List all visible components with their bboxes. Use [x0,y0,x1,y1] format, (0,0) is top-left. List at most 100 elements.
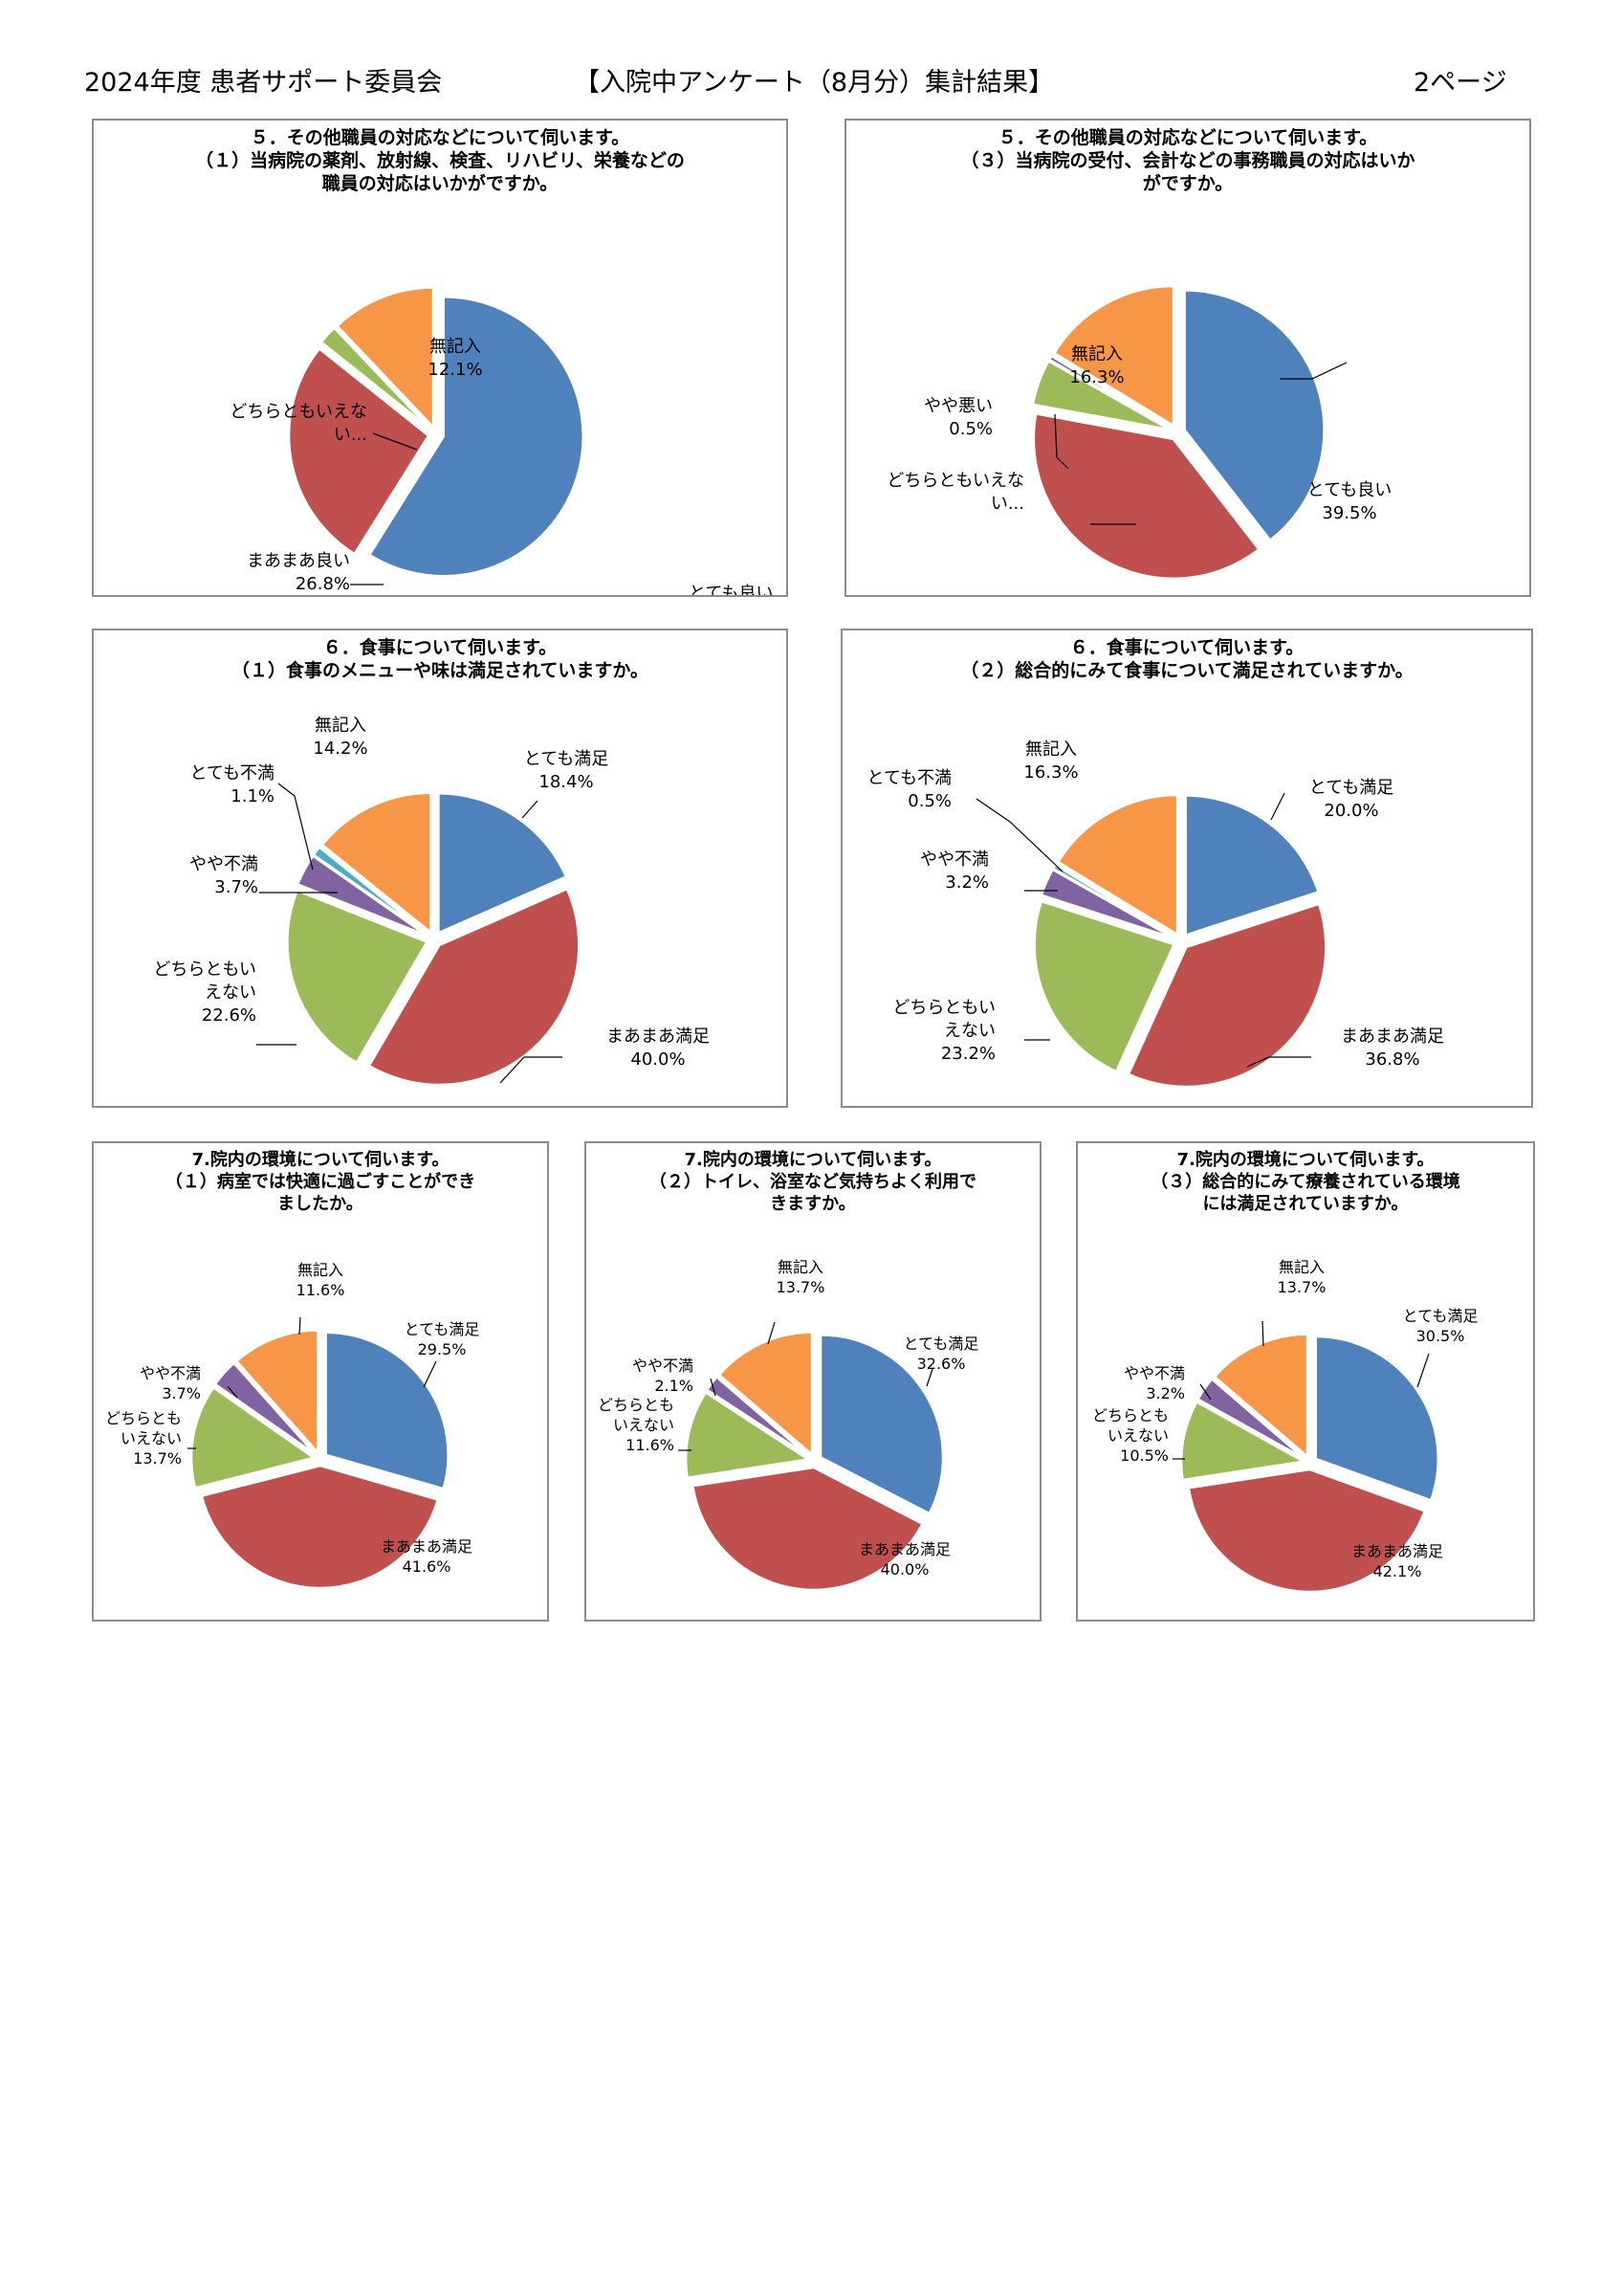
pie-slice [691,1466,925,1592]
slice-label: とても満足 30.5% [1403,1307,1479,1345]
chart-title-line: （１）病室では快適に過ごすことができ [165,1171,475,1192]
chart-title-line: （２）総合的にみて食事について満足されていますか。 [960,659,1413,681]
slice-label: とても不満 0.5% [866,768,952,811]
pie-slice [367,295,584,578]
pie-slice [1033,899,1176,1073]
slice-label: やや不満 3.7% [140,1364,201,1402]
slice-label: やや悪い 0.5% [924,396,993,439]
slice-label: まあまあ満足 40.0% [859,1540,951,1578]
pie-slice [312,845,429,937]
slice-label: どちらともいえない 13.7% [105,1409,182,1468]
pie-slice [287,346,430,556]
slice-label: どちらともいえない 23.2% [892,998,996,1064]
pie-chart-3: ６．食事について伺います。（１）食事のメニューや味は満足されていますか。とても満… [153,636,710,1087]
slice-label: とても満足 20.0% [1309,778,1394,821]
pie-slice [189,1385,318,1490]
leader-line [1199,1383,1212,1401]
pie-slice [1213,1333,1309,1460]
chart-title-line: （１）食事のメニューや味は満足されていますか。 [231,659,648,681]
pie-slice [213,1361,317,1456]
chart-panel-3: ６．食事について伺います。 （１）食事のメニューや味は満足されていますか。とても満… [92,629,788,1108]
slice-label: まあまあ満足 36.8% [1341,1027,1444,1070]
pie-chart-4: ６．食事について伺います。（２）総合的にみて食事について満足されていますか。とて… [866,636,1444,1089]
chart-title-line: 7.院内の環境について伺います。 [1176,1149,1434,1170]
pie-slice [320,791,432,936]
slice-label: やや不満 3.2% [1124,1364,1185,1402]
chart-panel-2: ５．その他職員の対応などについて伺います。 （３）当病院の受付、会計などの事務職員… [844,119,1531,597]
leader-line [298,1316,301,1336]
pie-slice [1314,1335,1440,1502]
chart-title-line: （３）当病院の受付、会計などの事務職員の対応はいか [960,149,1415,171]
chart-title-line: ６．食事について伺います。 [1070,636,1305,658]
leader-line [1054,413,1069,470]
pie-slice [819,1334,945,1515]
chart-title-line: （２）トイレ、浴室など気持ちよく利用で [649,1171,976,1192]
chart-title-line: ５．その他職員の対応などについて伺います。 [251,126,630,148]
slice-label: 無記入 16.3% [1069,344,1124,387]
pie-slice [200,1464,440,1590]
slice-label: 無記入 16.3% [1023,740,1078,783]
pie-chart-7: 7.院内の環境について伺います。（３）総合的にみて療養されている環境には満足され… [1092,1149,1479,1594]
slice-label: やや不満 3.2% [920,850,989,893]
pie-slice [1127,902,1327,1089]
leader-line [1270,792,1285,821]
pie-chart-5: 7.院内の環境について伺います。（１）病室では快適に過ごすことができましたか。と… [105,1149,479,1590]
pie-slice [1047,354,1172,430]
chart-panel-4: ６．食事について伺います。 （２）総合的にみて食事について満足されていますか。とて… [841,629,1533,1108]
pie-slice [1179,1400,1307,1482]
leader-line [372,432,418,451]
chart-title-line: （１）当病院の薬剤、放射線、検査、リハビリ、栄養などの [195,149,685,171]
slice-label: 無記入 14.2% [313,716,367,759]
slice-label: まあまあ満足 40.0% [606,1027,710,1070]
pie-slice [717,1331,814,1458]
pie-slice [1056,793,1179,938]
slice-label: とても良い58.9% [689,584,774,595]
leader-line [227,1385,238,1399]
slice-label: どちらともいえない 10.5% [1092,1406,1169,1465]
pie-chart-6: 7.院内の環境について伺います。（２）トイレ、浴室など気持ちよく利用できますか。… [598,1149,978,1592]
chart-panel-6: 7.院内の環境について伺います。 （２）トイレ、浴室など気持ちよく利用で きますか。… [584,1141,1042,1622]
leader-line [1416,1353,1430,1388]
leader-line [499,1056,562,1084]
slice-label: どちらともいえない... [887,471,1024,514]
pie-slice [367,887,581,1087]
chart-title-line: ましたか。 [277,1194,363,1214]
report-committee-title: 2024年度 患者サポート委員会 [84,68,443,98]
pie-chart-1: ５．その他職員の対応などについて伺います。（１）当病院の薬剤、放射線、検査、リハ… [195,126,774,595]
chart-panel-5: 7.院内の環境について伺います。 （１）病室では快適に過ごすことができ ましたか。と… [92,1141,549,1622]
slice-label: 無記入 13.7% [777,1258,825,1296]
chart-title-line: 7.院内の環境について伺います。 [684,1149,941,1170]
leader-line [521,800,538,819]
chart-title-line: には満足されていますか。 [1202,1193,1408,1214]
leader-line [976,798,1064,872]
chart-title-line: ６．食事について伺います。 [323,636,558,658]
chart-title-line: がですか。 [1143,172,1234,194]
chart-title-line: 7.院内の環境について伺います。 [191,1149,449,1170]
slice-label: 無記入 11.6% [296,1261,345,1299]
report-title: 【入院中アンケート（8月分）集計結果】 [574,68,1055,98]
slice-label: まあまあ良い 26.8% [247,551,350,594]
slice-label: とても満足 18.4% [524,749,609,792]
slice-label: とても不満 1.1% [189,763,274,806]
slice-label: どちらともいえない 11.6% [598,1396,674,1454]
pie-slice [1184,794,1321,938]
chart-title-line: きますか。 [770,1194,856,1214]
pie-slice [335,286,435,430]
leader-line [767,1321,776,1345]
slice-label: とても良い 39.5% [1307,480,1393,523]
pie-slice [1032,411,1261,581]
pie-slice [684,1390,812,1480]
pie-slice [1052,284,1175,429]
leader-line [1246,1056,1311,1068]
chart-title-line: （３）総合的にみて療養されている環境 [1151,1171,1459,1192]
chart-title-line: ５．その他職員の対応などについて伺います。 [998,126,1378,148]
pie-slice [1183,289,1326,542]
pie-slice [324,1331,450,1490]
page-number: 2ページ [1414,68,1507,98]
slice-label: どちらともいえない... [230,402,367,445]
chart-panel-1: ５．その他職員の対応などについて伺います。 （１）当病院の薬剤、放射線、検査、リハ… [92,119,788,597]
pie-slice [1031,359,1172,431]
leader-line [1280,362,1348,380]
leader-line [423,1360,437,1388]
pie-slice [286,889,429,1065]
